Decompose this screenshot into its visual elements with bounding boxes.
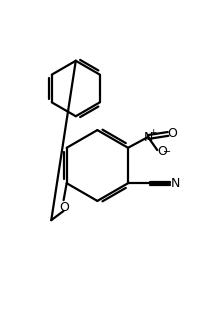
Text: N: N: [170, 177, 180, 190]
Text: O: O: [157, 145, 167, 158]
Text: N: N: [143, 131, 153, 143]
Text: O: O: [59, 201, 69, 214]
Text: O: O: [168, 127, 178, 140]
Text: +: +: [149, 128, 156, 137]
Text: −: −: [163, 147, 171, 157]
